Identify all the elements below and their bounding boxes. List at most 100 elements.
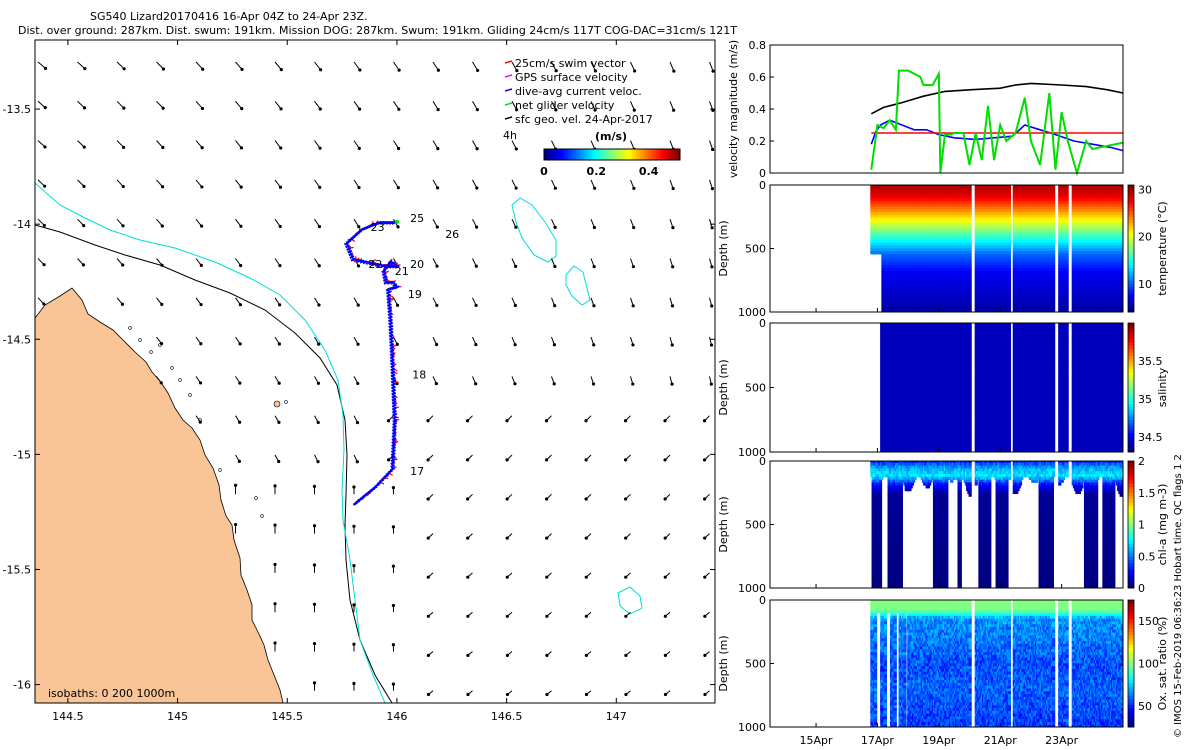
geo-vector-head: [624, 575, 628, 579]
geo-vector: [77, 61, 86, 69]
geo-vector-head: [356, 381, 360, 386]
geostrophic-vector-field: [37, 61, 715, 697]
geo-vector-head: [426, 419, 430, 423]
colorbar-cell: [592, 149, 595, 160]
geo-vector-head: [476, 68, 480, 73]
geo-vector-head: [160, 185, 165, 189]
geo-vector-head: [426, 653, 431, 658]
profile-sample: [968, 206, 972, 210]
geo-vector-head: [239, 146, 244, 150]
geo-vector-head: [316, 460, 320, 464]
geo-vector-head: [553, 225, 557, 229]
geo-vector-head: [273, 484, 277, 488]
geo-vector-head: [386, 419, 391, 423]
reef-marker: [284, 400, 288, 404]
geo-vector-head: [121, 224, 125, 228]
geo-vector-head: [474, 382, 478, 386]
colorbar-cell: [674, 149, 677, 160]
geo-vector-head: [710, 304, 714, 308]
geo-vector-head: [474, 342, 478, 347]
colorbar-cell: [662, 149, 665, 160]
geo-vector-head: [584, 497, 588, 501]
net-velocity-mark: [394, 219, 399, 224]
geo-vector-head: [709, 343, 714, 347]
colorbar-cell: [572, 149, 575, 160]
profile-sample: [968, 267, 972, 272]
geo-vector-head: [200, 106, 205, 111]
geo-vector-head: [352, 563, 356, 568]
geo-vector-head: [515, 108, 519, 112]
geo-vector-head: [83, 66, 87, 71]
geo-vector-head: [82, 224, 86, 228]
geo-vector-head: [631, 382, 635, 386]
colorbar-tick-label: 0: [540, 165, 548, 178]
geo-vector-head: [273, 562, 277, 567]
geo-vector-head: [632, 108, 636, 112]
geo-vector-head: [277, 420, 281, 424]
geo-vector-head: [200, 146, 204, 150]
profile-sample: [968, 217, 972, 221]
colorbar-cell: [558, 149, 561, 160]
geo-vector: [156, 100, 164, 109]
geo-vector-head: [43, 145, 47, 149]
colorbar-cell: [660, 149, 663, 160]
colorbar-cell: [642, 149, 645, 160]
geo-vector-head: [592, 343, 596, 347]
geo-vector: [235, 61, 243, 70]
profile-sample: [968, 287, 972, 291]
geo-vector-head: [240, 107, 244, 111]
geo-vector-head: [436, 68, 440, 72]
geo-vector-head: [273, 602, 277, 606]
geo-vector: [37, 61, 46, 69]
colorbar-cell: [570, 149, 573, 160]
y-tick-label: 0.8: [749, 39, 767, 52]
reef-marker: [254, 496, 258, 500]
geo-vector-head: [396, 186, 400, 190]
colorbar-cell: [564, 149, 567, 160]
colorbar-cell: [632, 149, 635, 160]
geo-vector-head: [279, 107, 283, 111]
y-tick-label: -16: [13, 679, 31, 692]
day-label: 22: [368, 258, 382, 271]
geo-vector-head: [352, 603, 356, 607]
profile-sample: [968, 234, 972, 238]
legend-swatch: [504, 60, 513, 64]
geo-vector: [37, 100, 46, 109]
geo-vector-head: [122, 67, 126, 71]
geo-vector-head: [584, 614, 588, 618]
geo-vector: [630, 61, 636, 72]
reef-contour: [511, 197, 557, 263]
y-axis-label: velocity magnitude (m/s): [727, 40, 740, 178]
colorbar-cell: [670, 149, 673, 160]
geo-vector-head: [554, 69, 558, 73]
colorbar-cell: [668, 149, 671, 160]
profile-sample: [968, 228, 972, 232]
geo-vector-head: [238, 342, 242, 346]
profile-sample: [968, 290, 972, 294]
figure-title: SG540 Lizard20170416 16-Apr 04Z to 24-Ap…: [90, 10, 368, 23]
day-label: 25: [410, 212, 424, 225]
geo-vector: [393, 61, 400, 71]
geo-vector-head: [273, 641, 277, 645]
geo-vector-head: [426, 575, 430, 579]
geo-vector-head: [703, 497, 707, 501]
colorbar-cell: [586, 149, 589, 160]
colorbar-cell: [636, 149, 639, 160]
geo-vector-head: [631, 265, 636, 269]
colorbar-title: (m/s): [595, 130, 627, 143]
geo-vector-head: [82, 145, 86, 149]
geo-vector-head: [702, 458, 707, 462]
geo-vector-head: [710, 265, 714, 269]
colorbar-cell: [552, 149, 555, 160]
colorbar-cell: [606, 149, 609, 160]
geo-vector-head: [312, 642, 317, 646]
geo-vector-head: [553, 304, 557, 308]
geo-vector-head: [357, 107, 362, 111]
profile-sample: [968, 276, 972, 280]
geo-vector-head: [122, 106, 126, 110]
geo-vector: [116, 100, 125, 109]
geo-vector-head: [710, 186, 714, 191]
colorbar-cell: [556, 149, 559, 160]
geo-vector-head: [82, 184, 86, 188]
dac-vector: [394, 285, 400, 290]
